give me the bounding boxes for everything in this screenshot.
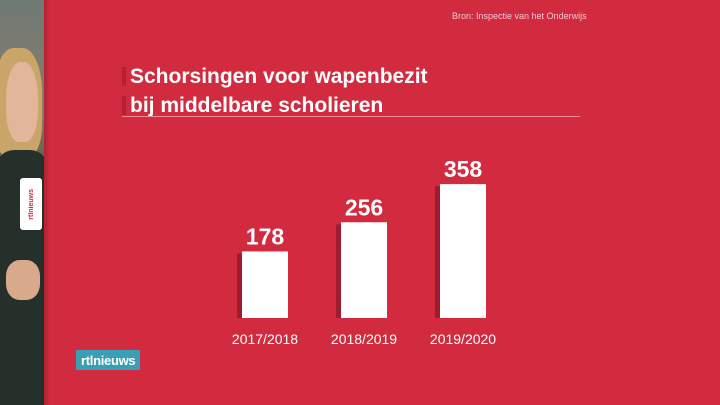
bar-2017/2018: [242, 251, 288, 318]
logo-text: rtlnieuws: [81, 352, 136, 368]
bar-value-label: 358: [444, 156, 483, 182]
presenter-video: rtlnieuws: [0, 0, 44, 405]
title-text-2: bij middelbare scholieren: [130, 93, 384, 117]
chart-title: Schorsingen voor wapenbezit bij middelba…: [122, 62, 428, 120]
bar-2019/2020: [440, 184, 486, 318]
bar-shadow: [435, 186, 441, 318]
presenter-face: [6, 62, 38, 142]
title-marker: [122, 67, 126, 86]
title-line-1: Schorsingen voor wapenbezit: [122, 62, 428, 91]
bar-2018/2019: [341, 222, 387, 318]
video-edge-shadow: [44, 0, 50, 405]
category-label: 2017/2018: [232, 331, 298, 347]
title-marker: [122, 96, 126, 115]
title-line-2: bij middelbare scholieren: [122, 91, 428, 120]
microphone-flag: rtlnieuws: [20, 178, 42, 230]
presenter-hand: [6, 260, 40, 300]
bar-value-label: 256: [345, 194, 383, 220]
bar-value-label: 178: [246, 223, 285, 249]
title-divider: [122, 116, 580, 117]
category-label: 2019/2020: [430, 331, 496, 347]
category-label: 2018/2019: [331, 331, 397, 347]
bar-shadow: [336, 224, 342, 318]
title-text-1: Schorsingen voor wapenbezit: [130, 64, 428, 88]
rtl-nieuws-logo: rtlnieuws: [76, 350, 141, 370]
bar-shadow: [237, 253, 243, 318]
source-note: Bron: Inspectie van het Onderwijs: [452, 11, 587, 21]
